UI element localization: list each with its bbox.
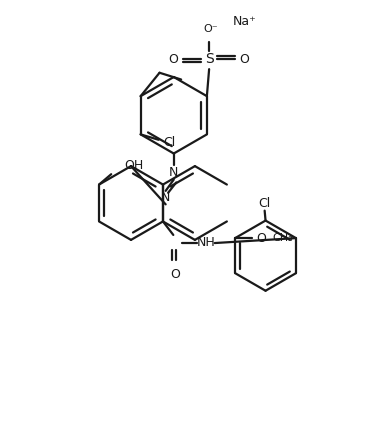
Text: Cl: Cl (163, 136, 175, 149)
Text: CH₃: CH₃ (272, 233, 293, 243)
Text: OH: OH (125, 159, 144, 172)
Text: O: O (256, 232, 266, 245)
Text: N: N (169, 166, 178, 179)
Text: NH: NH (197, 236, 215, 249)
Text: Cl: Cl (258, 197, 271, 210)
Text: Na⁺: Na⁺ (233, 14, 257, 28)
Text: O: O (171, 268, 180, 281)
Text: S: S (205, 52, 213, 66)
Text: O⁻: O⁻ (203, 24, 218, 34)
Text: O: O (240, 53, 249, 66)
Text: O: O (169, 53, 178, 66)
Text: N: N (161, 191, 170, 204)
